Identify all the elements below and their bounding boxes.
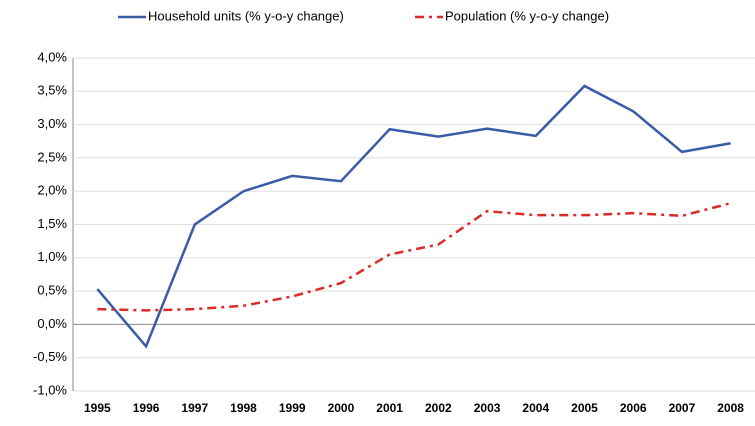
series-line <box>96 84 731 349</box>
legend-label: Household units (% y-o-y change) <box>148 8 344 23</box>
x-tick-label: 2003 <box>474 401 501 415</box>
x-tick-label: 1995 <box>84 401 111 415</box>
x-tick-label: 2001 <box>376 401 403 415</box>
y-tick-label: 2,5% <box>37 149 67 164</box>
x-tick-label: 1997 <box>181 401 208 415</box>
y-tick-label: 0,0% <box>37 316 67 331</box>
y-tick-label: -0,5% <box>33 349 67 364</box>
y-tick-label: 1,5% <box>37 216 67 231</box>
legend-label: Population (% y-o-y change) <box>445 8 609 23</box>
series-line <box>97 201 731 312</box>
y-tick-label: 3,0% <box>37 116 67 131</box>
x-tick-label: 2004 <box>522 401 549 415</box>
x-tick-label: 2002 <box>425 401 452 415</box>
y-tick-label: 1,0% <box>37 249 67 264</box>
x-tick-label: 2005 <box>571 401 598 415</box>
x-tick-label: 1998 <box>230 401 257 415</box>
y-tick-label: -1,0% <box>33 382 67 397</box>
x-tick-label: 2000 <box>328 401 355 415</box>
x-tick-label: 1996 <box>133 401 160 415</box>
y-tick-label: 4,0% <box>37 49 67 64</box>
y-tick-label: 3,5% <box>37 83 67 98</box>
y-tick-label: 2,0% <box>37 183 67 198</box>
x-tick-label: 1999 <box>279 401 306 415</box>
x-tick-label: 2007 <box>669 401 696 415</box>
x-tick-label: 2006 <box>620 401 647 415</box>
y-tick-label: 0,5% <box>37 283 67 298</box>
x-tick-label: 2008 <box>717 401 744 415</box>
